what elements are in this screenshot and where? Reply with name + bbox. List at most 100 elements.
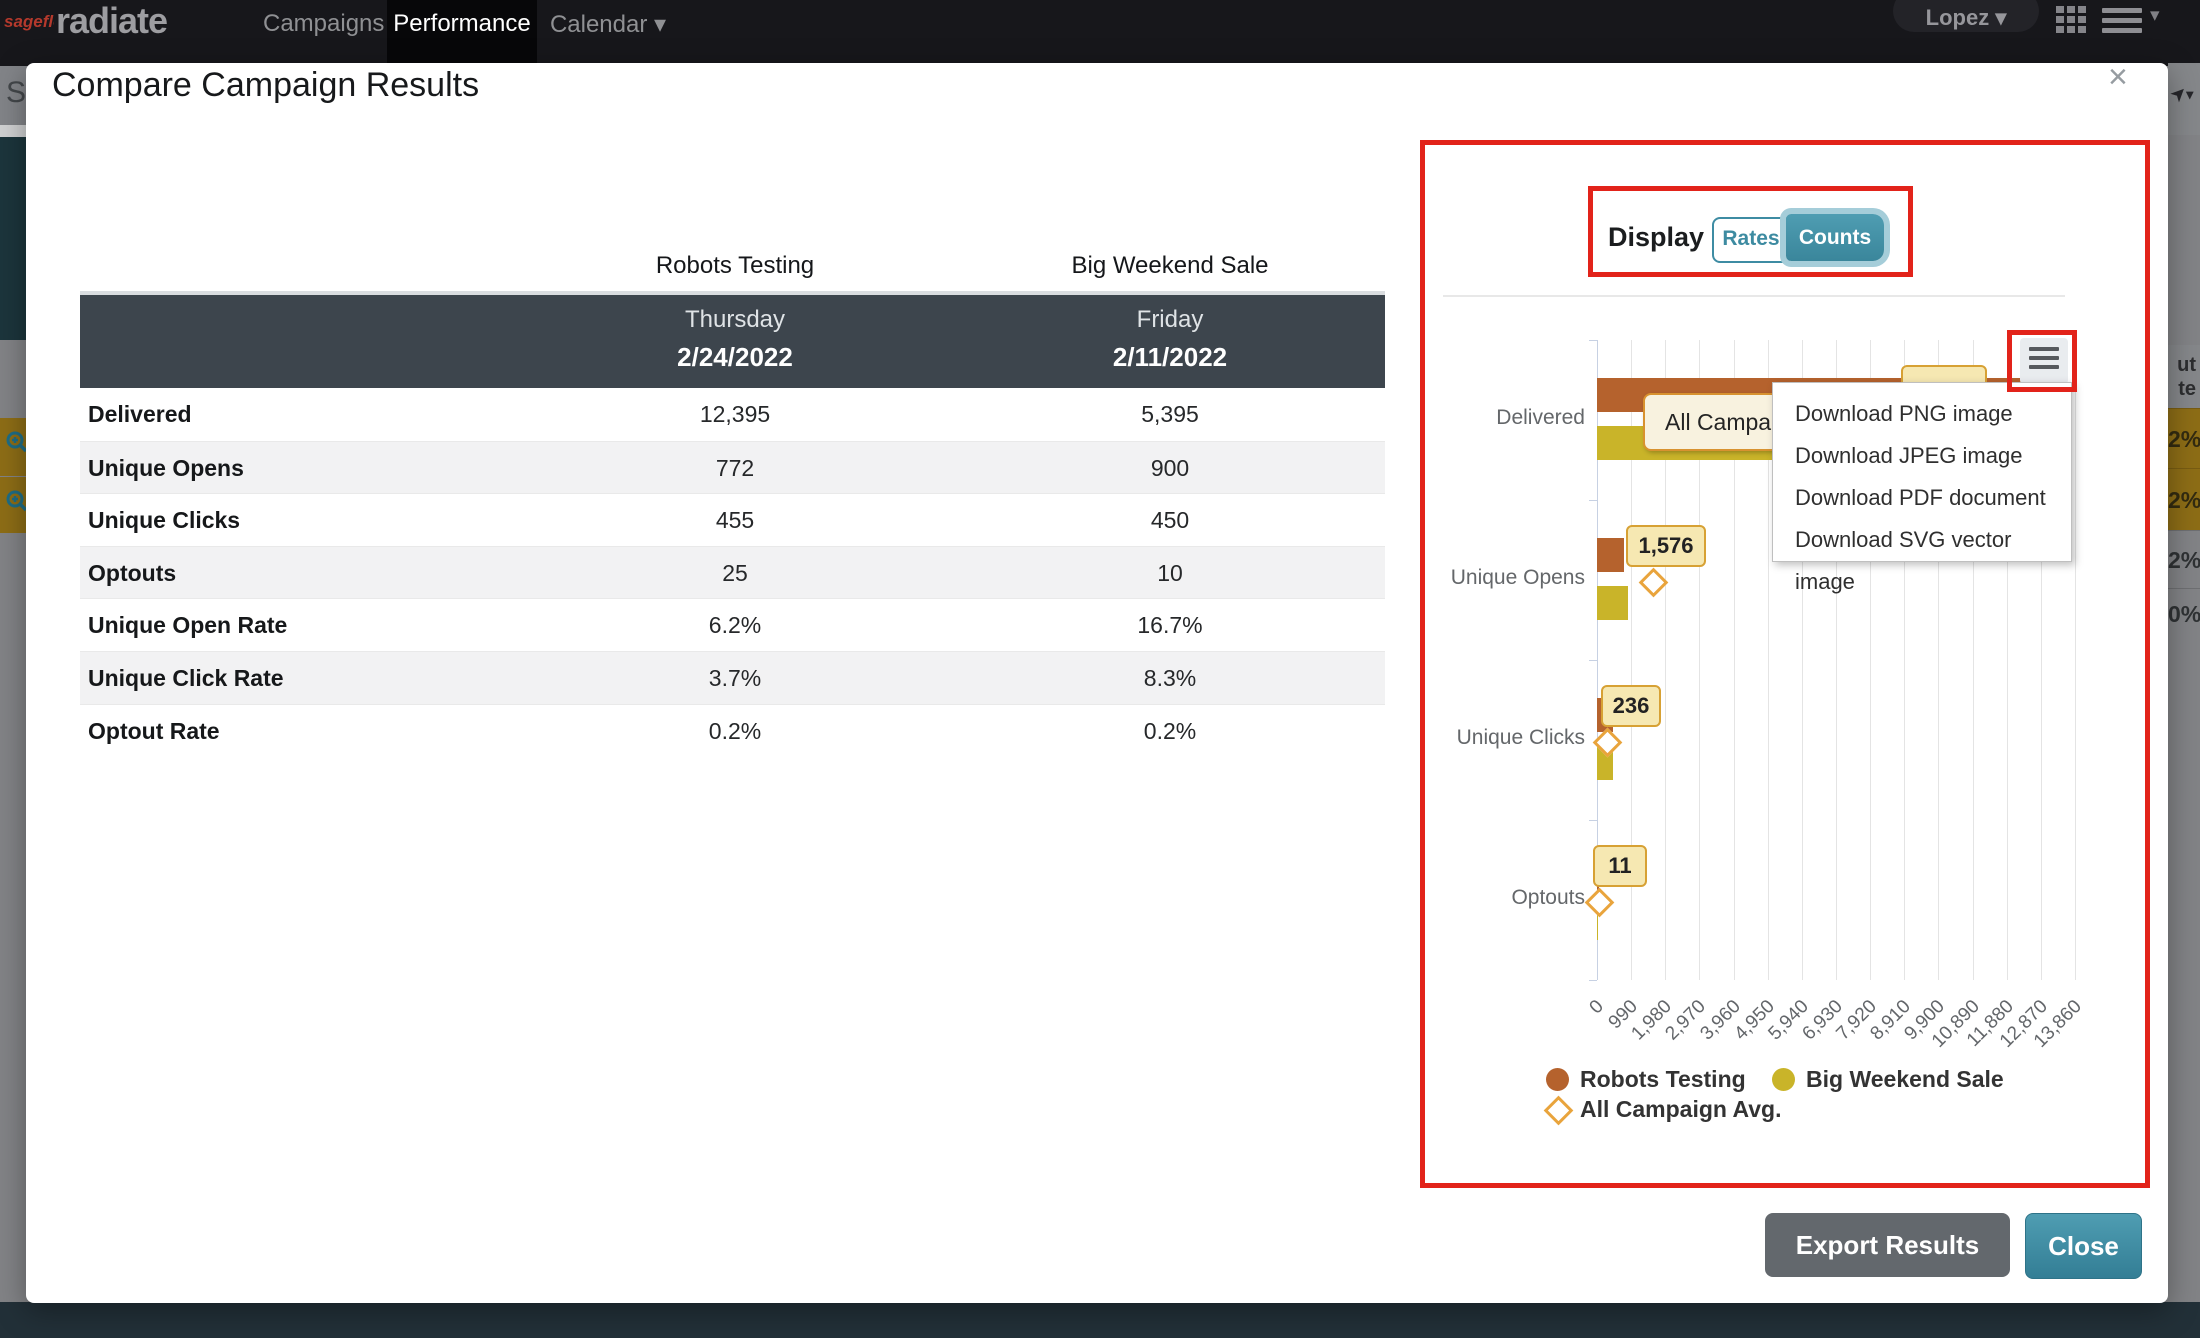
page-value-fragment: 2% bbox=[2168, 408, 2200, 468]
avg-data-label: 11 bbox=[1593, 845, 1647, 887]
page-divider-fragment bbox=[0, 125, 30, 137]
zoom-in-icon[interactable] bbox=[5, 430, 29, 454]
panel-divider bbox=[1443, 295, 2065, 297]
row-value: 25 bbox=[722, 559, 748, 586]
row-value: 900 bbox=[1150, 454, 1190, 481]
category-tick bbox=[1589, 340, 1597, 341]
table-row: Optouts 25 10 bbox=[80, 545, 1385, 600]
chart-gridline bbox=[1597, 340, 1598, 980]
chart-gridline bbox=[1938, 340, 1940, 980]
table-row: Optout Rate 0.2% 0.2% bbox=[80, 703, 1385, 758]
chart-context-menu-icon[interactable] bbox=[2020, 338, 2068, 384]
row-label: Delivered bbox=[88, 401, 192, 427]
export-results-button[interactable]: Export Results bbox=[1765, 1213, 2010, 1277]
category-tick bbox=[1589, 660, 1597, 661]
row-value: 5,395 bbox=[1141, 401, 1199, 427]
user-menu-button[interactable]: Lopez ▾ bbox=[1893, 0, 2039, 32]
row-value: 3.7% bbox=[708, 665, 762, 691]
row-value: 8.3% bbox=[1143, 665, 1197, 691]
row-value: 772 bbox=[715, 454, 755, 481]
row-label: Unique Opens bbox=[88, 454, 244, 481]
row-value: 455 bbox=[715, 507, 755, 534]
close-icon[interactable]: × bbox=[2108, 58, 2128, 96]
row-value: 16.7% bbox=[1137, 612, 1203, 639]
page-toolbar-right-fragment bbox=[2168, 63, 2200, 135]
category-tick bbox=[1589, 980, 1597, 981]
table-row: Unique Clicks 455 450 bbox=[80, 493, 1385, 548]
page-column-header-fragment: ut te bbox=[2168, 345, 2200, 408]
column-date: 2/24/2022 bbox=[677, 342, 793, 372]
cursor-icon-fragment: ➤▾ bbox=[2167, 81, 2194, 106]
toggle-counts-button[interactable]: Counts bbox=[1786, 214, 1884, 261]
bar-big-weekend-sale bbox=[1597, 906, 1598, 940]
row-value: 0.2% bbox=[708, 717, 762, 744]
nav-caret-down-icon[interactable]: ▾ bbox=[2150, 5, 2160, 26]
toggle-rates-button[interactable]: Rates bbox=[1712, 217, 1790, 263]
column-day: Friday bbox=[1136, 306, 1204, 333]
menu-item-svg[interactable]: Download SVG vector image bbox=[1795, 527, 2012, 594]
zoom-in-icon[interactable] bbox=[5, 489, 29, 513]
column-header: Robots Testing bbox=[655, 252, 815, 279]
chart-export-menu: Download PNG image Download JPEG image Dow… bbox=[1772, 382, 2072, 594]
menu-item-pdf[interactable]: Download PDF document bbox=[1795, 485, 2046, 510]
tab-calendar[interactable]: Calendar ▾ bbox=[549, 11, 667, 38]
search-input-fragment[interactable]: S bbox=[6, 76, 27, 109]
chart-gridline bbox=[1733, 340, 1735, 980]
close-button[interactable]: Close bbox=[2025, 1213, 2142, 1279]
modal-title: Compare Campaign Results bbox=[52, 66, 480, 104]
brand-logo: radiate bbox=[56, 0, 168, 41]
chart-gridline bbox=[2040, 340, 2042, 980]
menu-item-png[interactable]: Download PNG image bbox=[1795, 401, 2013, 426]
chart-gridline bbox=[1972, 340, 1974, 980]
category-tick bbox=[1589, 820, 1597, 821]
legend-item-label[interactable]: Big Weekend Sale bbox=[1806, 1066, 2004, 1092]
column-day: Thursday bbox=[684, 306, 786, 333]
page-value-fragment: 0% bbox=[2168, 588, 2200, 638]
row-label: Unique Clicks bbox=[88, 507, 241, 534]
category-label: Delivered bbox=[1496, 406, 1585, 429]
chart-gridline bbox=[1870, 340, 1872, 980]
legend-item-label[interactable]: All Campaign Avg. bbox=[1580, 1096, 1782, 1122]
avg-data-label: 236 bbox=[1601, 685, 1661, 727]
bar-robots-testing bbox=[1597, 538, 1624, 572]
table-row: Delivered 12,395 5,395 bbox=[80, 388, 1385, 441]
chart-gridline bbox=[1801, 340, 1803, 980]
category-tick bbox=[1589, 500, 1597, 501]
tab-campaigns[interactable]: Campaigns bbox=[263, 10, 385, 37]
row-value: 0.2% bbox=[1143, 717, 1197, 744]
table-date-header bbox=[80, 295, 1385, 388]
table-top-border bbox=[80, 291, 1385, 295]
nav-hamburger-icon[interactable] bbox=[2102, 8, 2142, 33]
avg-data-label: 1,576 bbox=[1626, 525, 1706, 567]
column-header: Big Weekend Sale bbox=[1071, 252, 1269, 279]
chart-gridline bbox=[1836, 340, 1837, 980]
legend-marker-circle bbox=[1772, 1068, 1795, 1091]
bar-big-weekend-sale bbox=[1597, 586, 1629, 620]
category-label: Unique Clicks bbox=[1456, 726, 1585, 749]
active-tab-background bbox=[387, 0, 537, 66]
table-row: Unique Open Rate 6.2% 16.7% bbox=[80, 598, 1385, 653]
user-name: Lopez bbox=[1925, 5, 1990, 30]
tab-performance[interactable]: Performance bbox=[393, 10, 531, 37]
apps-grid-icon[interactable] bbox=[2056, 6, 2086, 34]
chart-gridline bbox=[2006, 340, 2008, 980]
menu-item-jpeg[interactable]: Download JPEG image bbox=[1795, 443, 2023, 468]
display-label: Display bbox=[1608, 222, 1705, 252]
chart-gridline bbox=[1631, 340, 1633, 980]
row-value: 6.2% bbox=[708, 612, 762, 639]
row-label: Optout Rate bbox=[88, 717, 220, 744]
chart-gridline bbox=[1665, 340, 1667, 980]
chart-gridline bbox=[1767, 340, 1769, 980]
page-header-band-fragment bbox=[0, 137, 30, 340]
table-row: Unique Opens 772 900 bbox=[80, 440, 1385, 495]
brand-logo-small: sageflo bbox=[4, 12, 54, 31]
page-value-fragment: 2% bbox=[2168, 530, 2200, 588]
table-row: Unique Click Rate 3.7% 8.3% bbox=[80, 651, 1385, 705]
chart-gridline bbox=[1699, 340, 1701, 980]
legend-item-label[interactable]: Robots Testing bbox=[1580, 1066, 1746, 1092]
row-value: 10 bbox=[1157, 559, 1183, 586]
chart-gridline bbox=[2075, 340, 2076, 980]
legend-marker-circle bbox=[1546, 1068, 1569, 1091]
column-date: 2/11/2022 bbox=[1112, 342, 1228, 372]
